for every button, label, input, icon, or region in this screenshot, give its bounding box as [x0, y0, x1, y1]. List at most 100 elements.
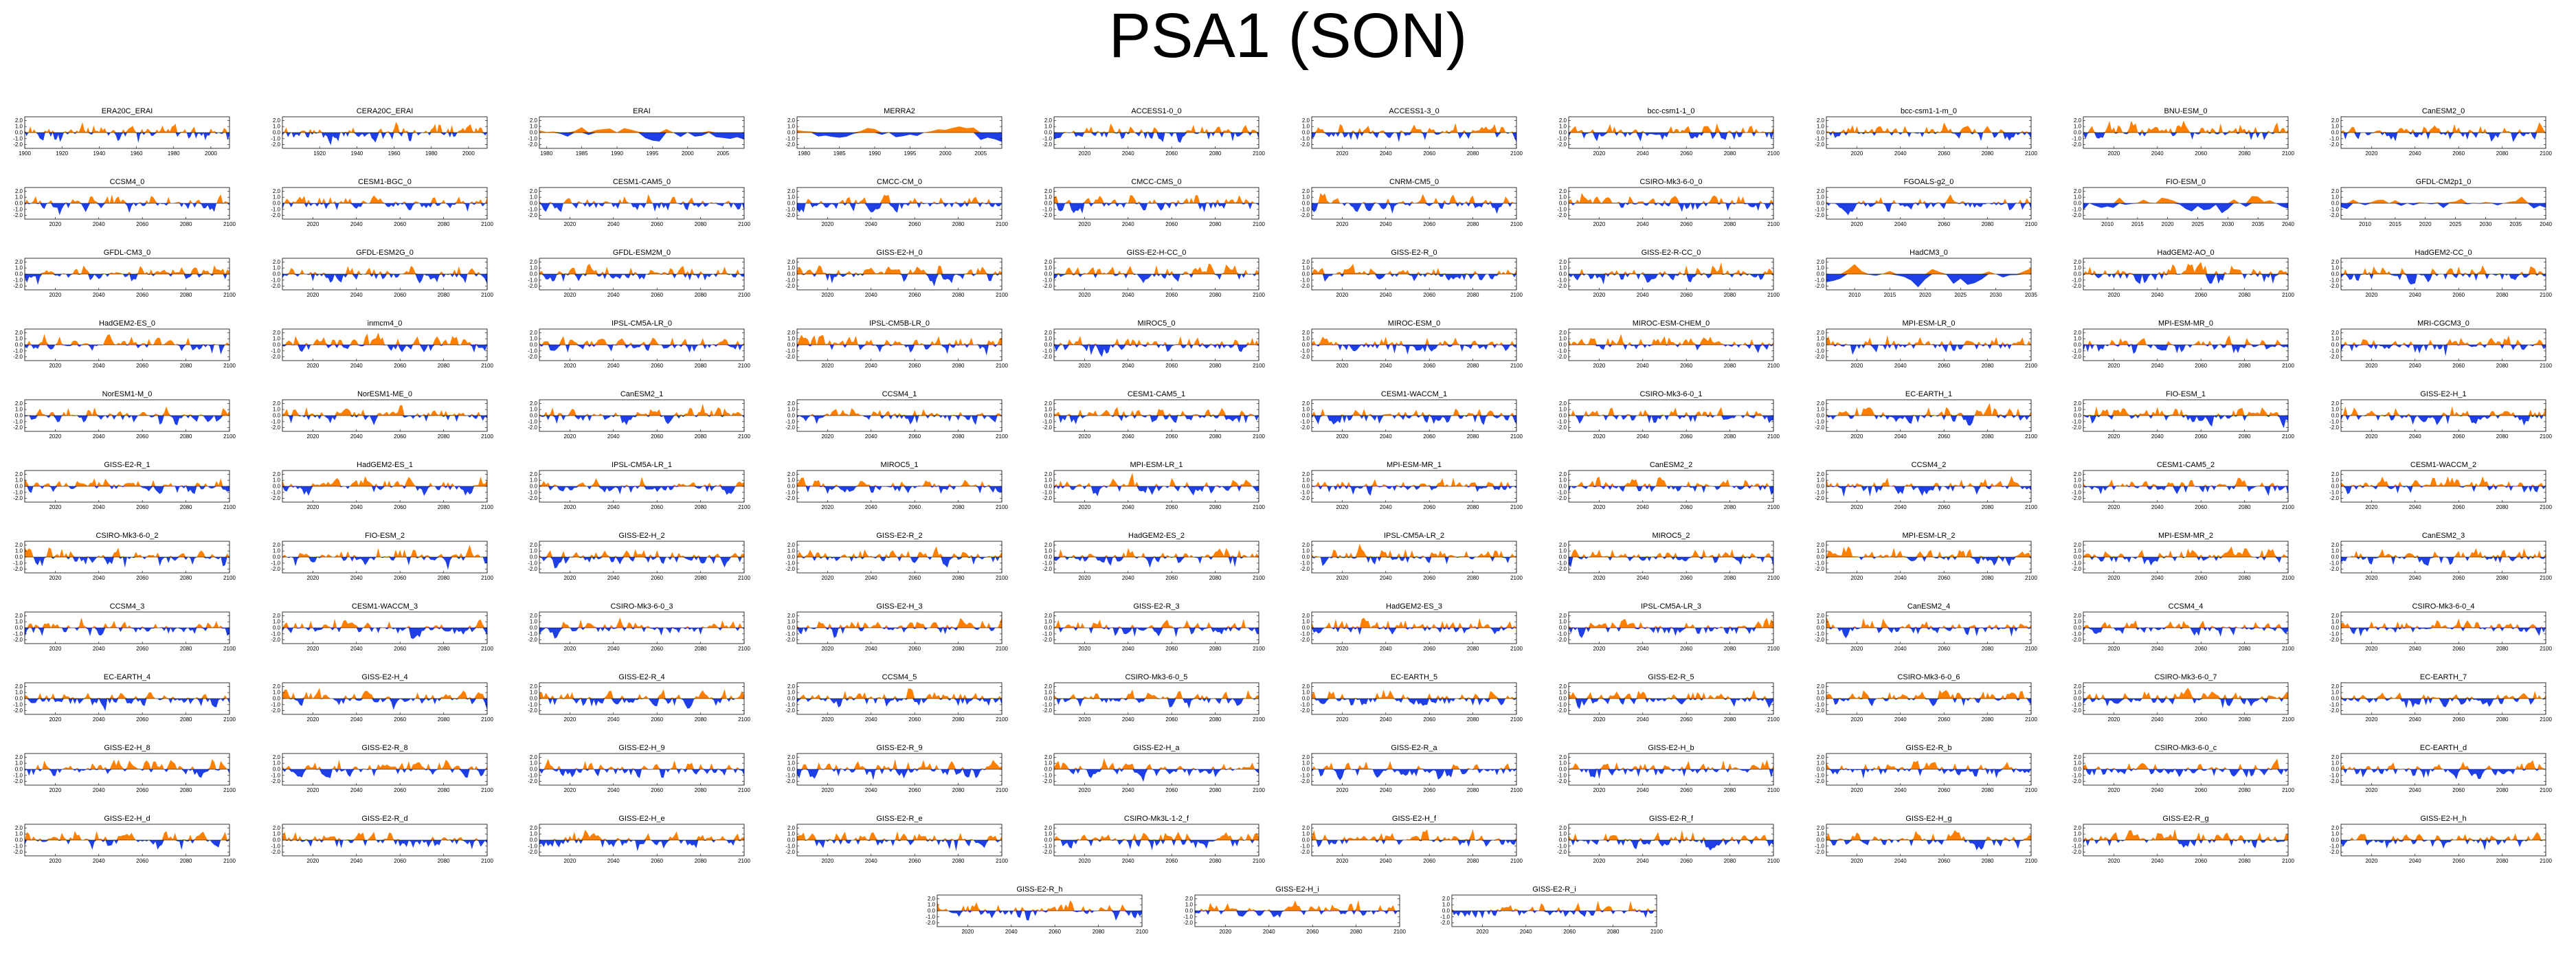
x-tick-label: 2080: [2239, 433, 2251, 440]
panel-giss-e2-h-0: GISS-E2-H_0 2.0 1.0 0.0 -1.0 -2.0 2020 2040 2060…: [781, 247, 1018, 308]
panel-mpi-esm-lr-0: MPI-ESM-LR_0 2.0 1.0 0.0 -1.0 -2.0 2020 2040 206…: [1810, 318, 2048, 378]
y-tick-label: 1.0: [1044, 265, 1053, 271]
x-tick-label: 2060: [908, 858, 921, 864]
x-tick-label: 2100: [738, 433, 750, 440]
x-tick-label: 2080: [952, 646, 964, 652]
y-tick-label: -2.0: [1815, 778, 1824, 784]
x-tick-label: 2040: [1894, 221, 1906, 227]
y-tick-label: 1.0: [272, 690, 280, 696]
negative-area: [282, 274, 487, 284]
x-tick-label: 2080: [1724, 221, 1736, 227]
positive-area: [1194, 900, 1400, 911]
positive-area: [1311, 828, 1516, 840]
negative-area: [1054, 769, 1259, 782]
y-tick-label: -1.0: [1300, 348, 1310, 354]
y-tick-label: -2.0: [1815, 495, 1824, 501]
y-tick-label: 2.0: [1301, 330, 1310, 336]
y-tick-label: 2.0: [272, 825, 280, 831]
negative-area: [796, 628, 1002, 638]
y-tick-label: -2.0: [1300, 354, 1310, 360]
y-tick-label: 0.0: [2074, 271, 2082, 278]
x-tick-label: 2020: [563, 504, 576, 510]
x-tick-label: 2020: [1593, 787, 1605, 793]
y-tick-label: 0.0: [1044, 625, 1053, 631]
negative-area: [1569, 345, 1773, 353]
panel-title: CCSM4_3: [110, 602, 145, 611]
panel-ec-earth-7: EC-EARTH_7 2.0 1.0 0.0 -1.0 -2.0 2020 2040 2060 2…: [2325, 672, 2562, 732]
x-tick-label: 2020: [1078, 716, 1090, 723]
y-tick-label: 1.0: [1816, 407, 1824, 413]
y-tick-label: 1.0: [2074, 548, 2082, 554]
x-tick-label: 2040: [1894, 787, 1906, 793]
negative-area: [2340, 840, 2546, 850]
y-tick-label: 0.0: [15, 413, 23, 419]
negative-area: [1569, 557, 1773, 567]
x-tick-label: 2080: [1724, 504, 1736, 510]
x-tick-label: 2100: [2282, 646, 2294, 652]
y-tick-label: -1.0: [1042, 418, 1052, 424]
panel-title: GISS-E2-H_2: [618, 532, 664, 540]
negative-area: [282, 769, 487, 778]
y-tick-label: 0.0: [1044, 201, 1053, 207]
y-tick-label: 0.0: [272, 271, 280, 278]
x-tick-label: 2010: [2359, 221, 2371, 227]
panel-title: GISS-E2-H_1: [2420, 390, 2466, 398]
panel-title: CESM1-CAM5_0: [613, 178, 671, 186]
y-tick-label: 0.0: [2331, 837, 2339, 843]
x-tick-label: 2020: [1336, 787, 1348, 793]
y-tick-label: 2.0: [272, 471, 280, 477]
positive-area: [1826, 546, 2031, 557]
y-tick-label: -1.0: [1300, 701, 1310, 707]
x-tick-label: 2060: [394, 716, 406, 723]
x-tick-label: 2025: [1954, 292, 1967, 298]
y-tick-label: -1.0: [1815, 843, 1824, 849]
panel-title: MIROC5_2: [1652, 532, 1690, 540]
x-tick-label: 2100: [223, 858, 236, 864]
y-tick-label: -1.0: [13, 135, 23, 141]
x-tick-label: 2080: [1466, 292, 1479, 298]
x-tick-label: 2040: [1379, 292, 1391, 298]
x-tick-label: 2100: [1767, 646, 1780, 652]
x-tick-label: 2080: [1981, 858, 1993, 864]
panel-fio-esm-0: FIO-ESM_0 2.0 1.0 0.0 -1.0 -2.0 2010 2015 2020 20…: [2067, 177, 2305, 237]
x-tick-label: 2080: [2496, 787, 2508, 793]
y-tick-label: -1.0: [271, 206, 280, 212]
x-tick-label: 2060: [1165, 575, 1178, 581]
panel-giss-e2-r-h: GISS-E2-R_h 2.0 1.0 0.0 -1.0 -2.0 2020 2040 2060…: [921, 884, 1158, 944]
x-tick-label: 2060: [136, 716, 148, 723]
x-tick-label: 2040: [350, 716, 362, 723]
x-tick-label: 2060: [2195, 716, 2207, 723]
x-tick-label: 2020: [306, 363, 319, 369]
y-tick-label: 1.0: [2331, 124, 2339, 130]
y-tick-label: 1.0: [2074, 124, 2082, 130]
x-tick-label: 2080: [1724, 363, 1736, 369]
y-tick-label: -1.0: [2072, 843, 2081, 849]
y-tick-label: -2.0: [2329, 141, 2339, 148]
panel-title: CanESM2_0: [2421, 107, 2464, 115]
panel-title: GISS-E2-H-CC_0: [1127, 249, 1187, 257]
panel-title: CESM1-WACCM_2: [2410, 461, 2476, 469]
x-tick-label: 2100: [1767, 292, 1780, 298]
positive-area: [539, 689, 744, 699]
positive-area: [796, 688, 1002, 699]
x-tick-label: 2100: [481, 575, 493, 581]
y-tick-label: 0.0: [530, 837, 538, 843]
x-tick-label: 1985: [833, 150, 845, 157]
x-tick-label: 2080: [2239, 504, 2251, 510]
panel-cnrm-cm5-0: CNRM-CM5_0 2.0 1.0 0.0 -1.0 -2.0 2020 2040 2060 2…: [1295, 177, 1533, 237]
y-tick-label: 1.0: [1816, 831, 1824, 837]
y-tick-label: -1.0: [13, 560, 23, 566]
x-tick-label: 2100: [1510, 221, 1523, 227]
y-tick-label: 1.0: [1559, 265, 1567, 271]
x-tick-label: 2060: [1165, 221, 1178, 227]
negative-area: [1826, 486, 2031, 497]
y-tick-label: 0.0: [1816, 837, 1824, 843]
panel-ipsl-cm5a-lr-0: IPSL-CM5A-LR_0 2.0 1.0 0.0 -1.0 -2.0 2020 2040 2…: [523, 318, 761, 378]
positive-area: [539, 477, 744, 486]
